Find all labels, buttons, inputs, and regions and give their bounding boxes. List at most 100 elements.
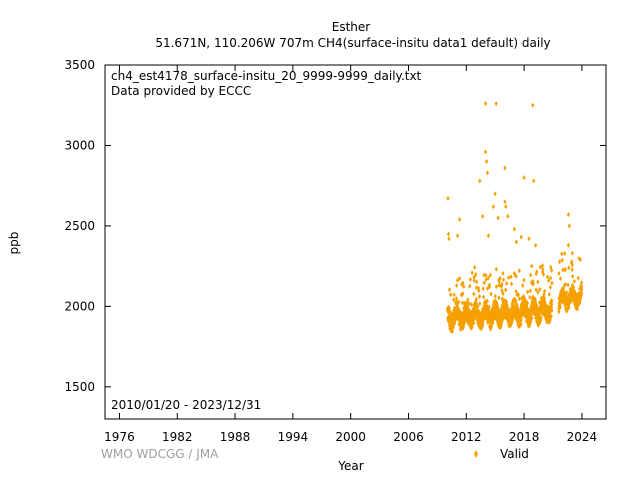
data-point <box>454 296 459 302</box>
x-tick-label: 2024 <box>567 430 598 444</box>
data-point <box>484 272 488 278</box>
data-point <box>514 310 518 316</box>
data-point <box>534 315 538 321</box>
data-point <box>494 101 498 107</box>
data-point <box>580 280 584 286</box>
data-point <box>452 297 456 303</box>
data-point <box>536 289 540 295</box>
data-point <box>550 308 554 314</box>
data-point <box>543 301 547 307</box>
data-point <box>550 301 554 307</box>
data-point <box>576 275 580 281</box>
data-point <box>535 269 539 275</box>
data-point <box>529 272 533 278</box>
data-point <box>506 213 510 219</box>
data-point <box>538 286 542 292</box>
data-point <box>498 319 502 325</box>
data-point <box>486 304 490 310</box>
data-point <box>482 280 486 286</box>
data-point <box>541 301 545 307</box>
data-point <box>472 274 476 280</box>
chart-title-station: Esther <box>332 20 371 34</box>
x-tick-label: 1982 <box>162 430 193 444</box>
data-point <box>481 213 485 219</box>
provider-label: Data provided by ECCC <box>111 84 251 98</box>
data-point <box>485 286 490 292</box>
data-point <box>456 309 460 315</box>
data-point <box>534 271 538 277</box>
data-point <box>481 294 486 300</box>
data-point <box>500 288 504 294</box>
data-point <box>528 309 532 315</box>
data-point <box>450 328 455 334</box>
data-point <box>480 324 484 330</box>
data-point <box>495 300 499 306</box>
data-point <box>530 297 534 303</box>
data-point <box>482 306 486 312</box>
data-point <box>545 274 550 280</box>
data-point <box>532 178 536 184</box>
data-point <box>486 233 491 239</box>
data-point <box>566 282 570 288</box>
data-point <box>489 291 493 297</box>
data-point <box>483 149 488 155</box>
data-point <box>579 290 583 296</box>
data-point <box>521 302 525 308</box>
data-point <box>542 295 547 301</box>
data-point <box>546 313 550 319</box>
x-tick-label: 2018 <box>509 430 540 444</box>
data-point <box>525 300 530 306</box>
data-point <box>475 317 479 323</box>
data-point <box>522 175 526 181</box>
data-point <box>470 324 474 330</box>
data-point <box>563 281 567 287</box>
data-point <box>535 303 539 309</box>
y-tick-label: 2000 <box>64 299 95 313</box>
data-point <box>491 204 495 210</box>
data-point <box>489 324 493 330</box>
data-point <box>448 308 452 314</box>
data-point <box>505 280 509 286</box>
data-point <box>539 315 543 321</box>
data-point <box>548 275 553 281</box>
data-point <box>497 295 501 301</box>
data-point <box>500 317 505 323</box>
data-point <box>501 277 506 283</box>
data-point <box>478 178 482 184</box>
y-tick-label: 3500 <box>64 58 95 72</box>
x-tick-label: 1994 <box>278 430 309 444</box>
data-point <box>452 292 456 298</box>
data-point <box>570 262 574 268</box>
data-point <box>497 279 501 285</box>
data-point <box>536 279 540 285</box>
data-point <box>510 305 515 311</box>
data-point <box>541 304 545 310</box>
data-point <box>453 319 457 325</box>
data-point <box>561 286 566 292</box>
credit-label: WMO WDCGG / JMA <box>101 447 219 461</box>
data-point <box>446 196 450 202</box>
data-point <box>579 284 584 290</box>
data-point <box>538 264 542 270</box>
data-point <box>493 293 497 299</box>
data-point <box>513 272 517 278</box>
data-point <box>462 284 466 290</box>
data-point <box>557 270 561 276</box>
data-point <box>457 299 461 305</box>
data-point <box>514 273 518 279</box>
data-point <box>496 215 500 221</box>
data-point <box>520 312 524 318</box>
data-point <box>512 226 517 232</box>
data-point <box>486 319 491 325</box>
x-tick-label: 2006 <box>393 430 424 444</box>
plot-area <box>445 101 584 334</box>
data-point <box>514 288 518 294</box>
data-point <box>481 319 485 325</box>
data-point <box>472 291 476 297</box>
data-point <box>494 266 498 272</box>
data-point <box>546 278 551 284</box>
data-point <box>541 266 545 272</box>
data-point <box>530 315 534 321</box>
data-point <box>563 267 568 273</box>
